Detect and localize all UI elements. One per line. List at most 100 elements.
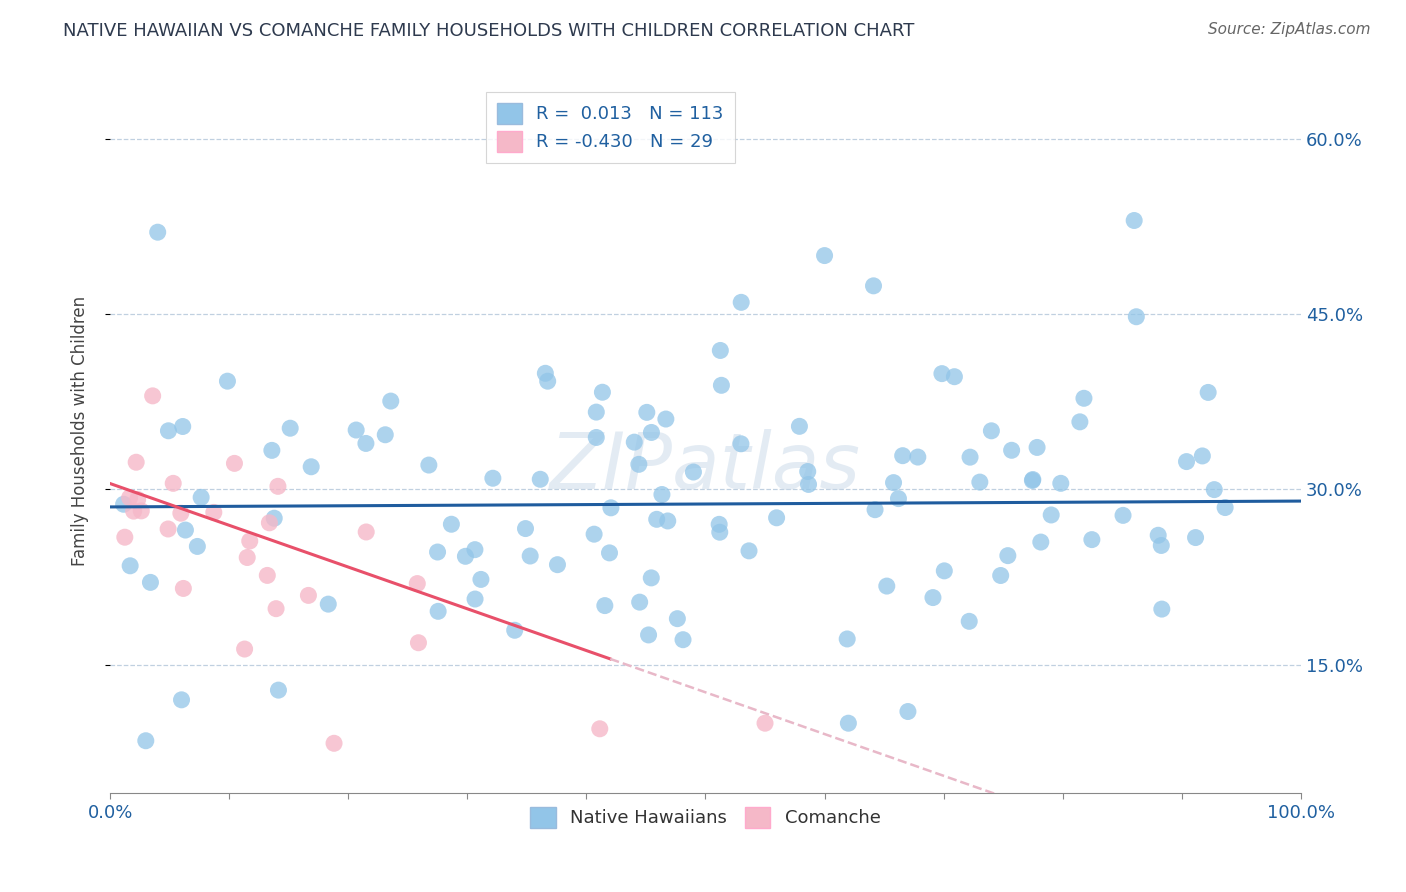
Point bbox=[837, 632, 859, 646]
Point bbox=[236, 550, 259, 565]
Point bbox=[797, 477, 820, 491]
Point bbox=[112, 497, 135, 511]
Point bbox=[1112, 508, 1135, 523]
Point bbox=[256, 568, 278, 582]
Point bbox=[876, 579, 898, 593]
Point bbox=[863, 502, 886, 516]
Point bbox=[1150, 602, 1173, 616]
Point bbox=[142, 389, 165, 403]
Point bbox=[299, 459, 322, 474]
Point bbox=[1147, 528, 1170, 542]
Point bbox=[796, 465, 818, 479]
Point bbox=[120, 558, 142, 573]
Point bbox=[666, 612, 689, 626]
Point bbox=[464, 542, 486, 557]
Point bbox=[969, 475, 991, 489]
Point bbox=[709, 525, 731, 540]
Point bbox=[636, 405, 658, 419]
Point bbox=[1081, 533, 1104, 547]
Point bbox=[593, 599, 616, 613]
Point bbox=[1029, 535, 1052, 549]
Point bbox=[738, 544, 761, 558]
Point bbox=[585, 430, 607, 444]
Point bbox=[862, 278, 884, 293]
Point bbox=[1197, 385, 1219, 400]
Point bbox=[789, 419, 811, 434]
Point bbox=[267, 683, 290, 698]
Point bbox=[1184, 531, 1206, 545]
Point bbox=[139, 575, 162, 590]
Point bbox=[730, 437, 752, 451]
Point bbox=[233, 642, 256, 657]
Point bbox=[957, 615, 980, 629]
Point bbox=[239, 533, 262, 548]
Point bbox=[1191, 449, 1213, 463]
Point bbox=[224, 456, 246, 470]
Point bbox=[418, 458, 440, 472]
Point bbox=[1026, 441, 1049, 455]
Point bbox=[464, 592, 486, 607]
Point bbox=[897, 705, 920, 719]
Point bbox=[172, 582, 194, 596]
Point bbox=[931, 367, 953, 381]
Point bbox=[529, 472, 551, 486]
Point bbox=[922, 591, 945, 605]
Point bbox=[1069, 415, 1091, 429]
Point bbox=[440, 517, 463, 532]
Point bbox=[217, 374, 239, 388]
Point bbox=[454, 549, 477, 564]
Point bbox=[344, 423, 367, 437]
Point bbox=[623, 435, 645, 450]
Point bbox=[546, 558, 568, 572]
Point bbox=[990, 568, 1012, 582]
Point bbox=[1204, 483, 1226, 497]
Point bbox=[259, 516, 281, 530]
Point bbox=[470, 573, 492, 587]
Point bbox=[427, 604, 450, 618]
Point bbox=[122, 504, 145, 518]
Point bbox=[591, 385, 613, 400]
Point bbox=[170, 506, 193, 520]
Point bbox=[837, 716, 859, 731]
Point bbox=[267, 479, 290, 493]
Point bbox=[754, 716, 776, 731]
Point bbox=[655, 412, 678, 426]
Point bbox=[482, 471, 505, 485]
Point bbox=[1150, 539, 1173, 553]
Point bbox=[129, 504, 152, 518]
Point bbox=[125, 455, 148, 469]
Point bbox=[515, 522, 537, 536]
Point bbox=[172, 419, 194, 434]
Point bbox=[264, 601, 287, 615]
Point bbox=[170, 693, 193, 707]
Point bbox=[710, 378, 733, 392]
Point bbox=[997, 549, 1019, 563]
Point bbox=[186, 540, 208, 554]
Point bbox=[354, 436, 377, 450]
Point bbox=[260, 443, 283, 458]
Point bbox=[118, 491, 141, 505]
Point bbox=[887, 491, 910, 506]
Point bbox=[426, 545, 449, 559]
Point bbox=[765, 510, 787, 524]
Point bbox=[1049, 476, 1071, 491]
Text: Source: ZipAtlas.com: Source: ZipAtlas.com bbox=[1208, 22, 1371, 37]
Point bbox=[408, 636, 430, 650]
Point bbox=[406, 576, 429, 591]
Point bbox=[627, 458, 650, 472]
Point bbox=[1175, 454, 1198, 468]
Point bbox=[174, 523, 197, 537]
Point bbox=[589, 722, 612, 736]
Point bbox=[278, 421, 301, 435]
Point bbox=[190, 491, 212, 505]
Point bbox=[316, 597, 339, 611]
Point bbox=[114, 530, 136, 544]
Point bbox=[682, 465, 704, 479]
Point bbox=[202, 505, 225, 519]
Point bbox=[519, 549, 541, 563]
Text: NATIVE HAWAIIAN VS COMANCHE FAMILY HOUSEHOLDS WITH CHILDREN CORRELATION CHART: NATIVE HAWAIIAN VS COMANCHE FAMILY HOUSE… bbox=[63, 22, 915, 40]
Point bbox=[297, 588, 319, 602]
Point bbox=[263, 511, 285, 525]
Point bbox=[157, 522, 180, 536]
Point bbox=[907, 450, 929, 464]
